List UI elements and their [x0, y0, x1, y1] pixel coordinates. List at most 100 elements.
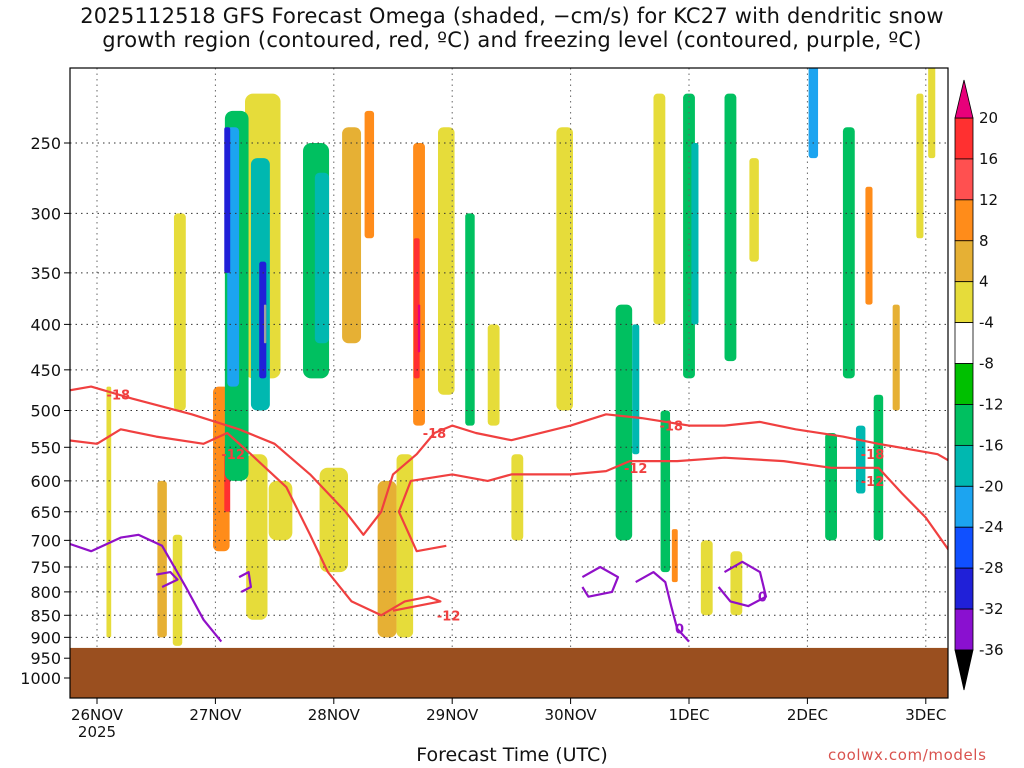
colorbar-band — [954, 117, 974, 160]
snow-growth-contour — [70, 385, 948, 536]
contour-label: 0 — [758, 591, 767, 606]
colorbar-label: -12 — [979, 395, 1004, 413]
colorbar-band — [954, 567, 974, 610]
omega-cell — [855, 425, 866, 494]
omega-cell — [865, 186, 873, 305]
colorbar-label: -4 — [979, 314, 994, 332]
contour-label: -18 — [423, 427, 447, 442]
colorbar-label: -28 — [979, 559, 1004, 577]
omega-cell — [825, 432, 837, 541]
omega-cell — [487, 324, 500, 426]
colorbar: 20 16 12 8 4 -4 -8 -12 -16 -20 -24 -28 -32 -36 — [954, 79, 1004, 691]
freezing-level-contour — [635, 571, 690, 643]
colorbar-band — [954, 158, 974, 201]
omega-cell — [377, 480, 397, 638]
freezing-level-contour — [156, 571, 179, 588]
x-axis: 26NOV 27NOV 28NOV 29NOV 30NOV 1DEC 2DEC 3DEC 202… — [71, 698, 946, 741]
y-tick-label: 950 — [30, 649, 61, 668]
colorbar-band — [954, 444, 974, 487]
y-tick-label: 800 — [30, 583, 61, 602]
colorbar-label: -32 — [979, 600, 1004, 618]
x-tick-label: 30NOV — [545, 706, 598, 724]
omega-cell — [928, 68, 936, 159]
y-tick-label: 500 — [30, 402, 61, 421]
x-axis-label: Forecast Time (UTC) — [416, 744, 608, 766]
omega-cell — [417, 304, 421, 353]
omega-cell — [437, 127, 455, 395]
freezing-level-contour — [70, 533, 223, 643]
colorbar-label: 12 — [979, 191, 998, 209]
omega-cell — [246, 454, 268, 620]
snow-growth-contour — [397, 456, 948, 553]
plot-frame — [69, 67, 949, 699]
colorbar-band — [954, 485, 974, 528]
omega-cell — [749, 158, 759, 262]
y-tick-label: 650 — [30, 503, 61, 522]
contour-label: -12 — [437, 609, 461, 624]
y-tick-label: 350 — [30, 264, 61, 283]
y-tick-label: 750 — [30, 558, 61, 577]
contour-label: -12 — [624, 462, 648, 477]
contour-labels: -18 -12 -18 -12 -18 -12 -18 -12 0 0 — [107, 389, 885, 638]
omega-cell — [259, 261, 267, 379]
freezing-level-contours — [70, 533, 768, 643]
colorbar-label: 4 — [979, 273, 989, 291]
y-tick-label: 300 — [30, 204, 61, 223]
omega-cell — [724, 93, 737, 362]
colorbar-label: 16 — [979, 150, 998, 168]
title-line-1: 2025112518 GFS Forecast Omega (shaded, −… — [80, 4, 944, 28]
omega-cell — [227, 127, 240, 387]
omega-cell — [808, 68, 819, 159]
x-tick-label: 1DEC — [668, 706, 709, 724]
chart-title: 2025112518 GFS Forecast Omega (shaded, −… — [0, 4, 1024, 52]
colorbar-label: -24 — [979, 518, 1004, 536]
omega-cell — [173, 213, 186, 411]
ground-surface — [70, 647, 948, 698]
snow-growth-contour — [70, 428, 442, 617]
colorbar-label: 8 — [979, 232, 989, 250]
contour-label: 0 — [675, 623, 684, 638]
omega-cell — [314, 172, 330, 344]
snow-growth-contours — [70, 385, 948, 617]
colorbar-band — [954, 608, 974, 651]
y-tick-label: 850 — [30, 606, 61, 625]
omega-cell — [157, 480, 167, 638]
ground-layer — [70, 647, 948, 698]
omega-cell — [224, 127, 231, 273]
watermark: coolwx.com/models — [828, 746, 987, 764]
x-tick-label: 28NOV — [308, 706, 361, 724]
colorbar-band — [954, 526, 974, 569]
omega-cell — [700, 540, 713, 616]
contour-label: -12 — [861, 475, 885, 490]
x-tick-label: 29NOV — [426, 706, 479, 724]
plot-area: -18 -12 -18 -12 -18 -12 -18 -12 0 0 — [70, 68, 948, 698]
freezing-level-contour — [581, 565, 620, 598]
contour-label: -18 — [107, 389, 131, 404]
contour-label: -12 — [221, 448, 245, 463]
colorbar-label: -8 — [979, 355, 994, 373]
omega-cell — [364, 110, 375, 239]
colorbar-bottom-arrow — [954, 649, 974, 691]
colorbar-band — [954, 404, 974, 446]
colorbar-band — [954, 240, 974, 283]
omega-cell — [268, 480, 293, 541]
y-axis: 250 300 350 400 450 500 550 600 650 700 750 800 850 9… — [20, 134, 70, 688]
y-tick-label: 700 — [30, 531, 61, 550]
omega-cell — [465, 213, 475, 426]
omega-cell — [342, 127, 362, 344]
contour-label: -18 — [861, 448, 885, 463]
colorbar-band — [954, 322, 974, 364]
title-line-2: growth region (contoured, red, ºC) and f… — [102, 28, 922, 52]
omega-cell — [730, 551, 743, 616]
y-tick-label: 450 — [30, 361, 61, 380]
omega-cell — [653, 93, 666, 325]
freezing-level-contour — [717, 560, 768, 608]
omega-cell — [916, 93, 924, 239]
omega-cell — [660, 410, 671, 573]
y-tick-label: 1000 — [20, 669, 61, 688]
omega-cell — [556, 127, 573, 411]
y-tick-label: 600 — [30, 472, 61, 491]
y-tick-label: 250 — [30, 134, 61, 153]
x-tick-label: 2DEC — [787, 706, 828, 724]
